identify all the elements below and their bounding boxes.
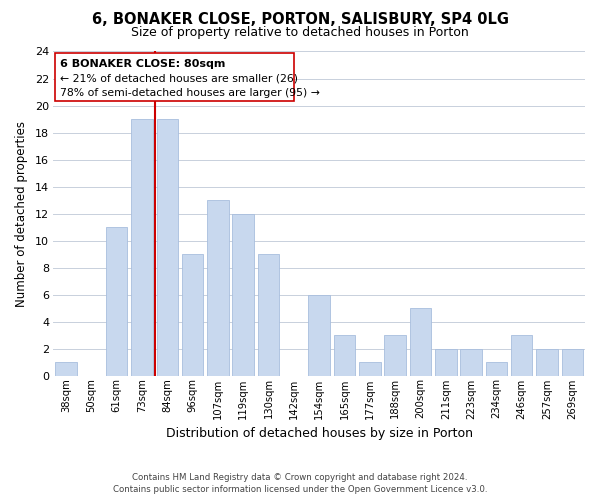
Bar [258, 254, 280, 376]
Bar [460, 348, 482, 376]
Bar [385, 335, 406, 376]
Bar [232, 214, 254, 376]
Text: ← 21% of detached houses are smaller (26): ← 21% of detached houses are smaller (26… [59, 73, 298, 83]
Bar [410, 308, 431, 376]
Bar [536, 348, 558, 376]
Bar [182, 254, 203, 376]
Text: 6 BONAKER CLOSE: 80sqm: 6 BONAKER CLOSE: 80sqm [59, 58, 225, 68]
Text: Size of property relative to detached houses in Porton: Size of property relative to detached ho… [131, 26, 469, 39]
Y-axis label: Number of detached properties: Number of detached properties [15, 120, 28, 306]
Bar [157, 119, 178, 376]
Bar [131, 119, 153, 376]
Bar [359, 362, 380, 376]
Bar [511, 335, 532, 376]
Bar [308, 294, 330, 376]
Text: 6, BONAKER CLOSE, PORTON, SALISBURY, SP4 0LG: 6, BONAKER CLOSE, PORTON, SALISBURY, SP4… [91, 12, 509, 28]
Bar [562, 348, 583, 376]
Bar [334, 335, 355, 376]
Bar [55, 362, 77, 376]
Bar [207, 200, 229, 376]
Text: Contains HM Land Registry data © Crown copyright and database right 2024.
Contai: Contains HM Land Registry data © Crown c… [113, 472, 487, 494]
Bar [106, 227, 127, 376]
Bar [485, 362, 507, 376]
X-axis label: Distribution of detached houses by size in Porton: Distribution of detached houses by size … [166, 427, 473, 440]
Text: 78% of semi-detached houses are larger (95) →: 78% of semi-detached houses are larger (… [59, 88, 320, 98]
FancyBboxPatch shape [55, 53, 294, 102]
Bar [435, 348, 457, 376]
